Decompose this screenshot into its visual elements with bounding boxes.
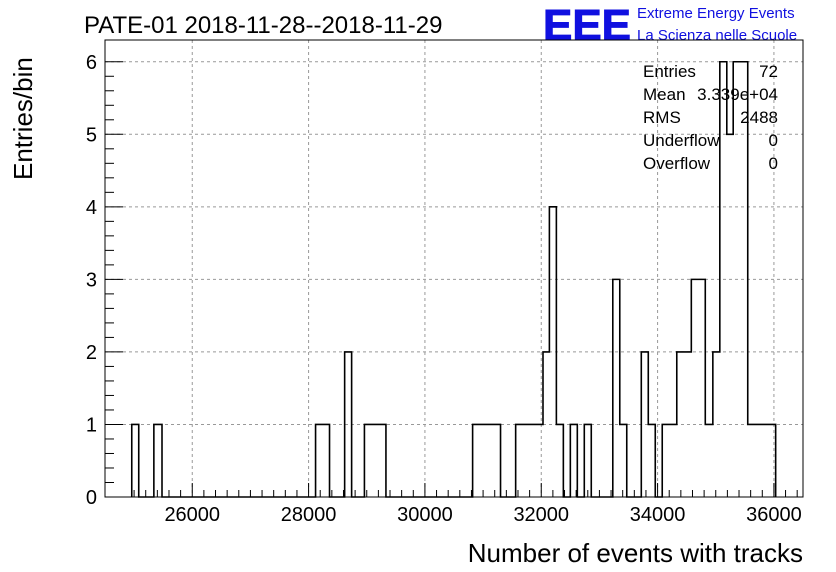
stat-label: Underflow (643, 131, 720, 150)
x-tick-label: 32000 (513, 504, 569, 526)
y-tick-label: 2 (86, 342, 97, 364)
x-axis-ticks: 26000 28000 30000 32000 34000 36000 (133, 483, 802, 526)
histogram-bin (648, 424, 655, 497)
histogram-bin (677, 352, 692, 497)
histogram-bars (130, 60, 777, 498)
histogram-bin (473, 424, 501, 497)
y-tick-label: 6 (86, 52, 97, 74)
histogram-bin (748, 424, 776, 497)
histogram-bin (691, 279, 705, 497)
stat-value: 72 (759, 62, 778, 81)
histogram-bin (720, 62, 727, 497)
stat-value: 2488 (740, 108, 778, 127)
chart-title: PATE-01 2018-11-28--2018-11-29 (84, 12, 442, 39)
x-tick-label: 26000 (164, 504, 220, 526)
histogram-bin (516, 424, 543, 497)
stat-label: RMS (643, 108, 681, 127)
histogram-outline (130, 60, 777, 498)
histogram-bin (613, 279, 620, 497)
histogram-bin (713, 352, 720, 497)
y-tick-label: 4 (86, 197, 97, 219)
y-axis-label: Entries/bin (8, 57, 38, 180)
logo-line-1: Extreme Energy Events (637, 5, 795, 22)
histogram-bin (364, 424, 386, 497)
axes (104, 39, 804, 498)
y-tick-label: 5 (86, 124, 97, 146)
histogram-bin (584, 424, 591, 497)
x-tick-label: 28000 (281, 504, 337, 526)
logo-line-2: La Scienza nelle Scuole (637, 27, 797, 44)
histogram-bin (727, 134, 733, 497)
histogram-bin (570, 424, 577, 497)
histogram-bin (733, 62, 748, 497)
stat-value: 3.339e+04 (697, 85, 778, 104)
histogram-bin (345, 352, 352, 497)
stats-box: Entries 72 Mean 3.339e+04 RMS 2488 Underflow 0 O… (643, 62, 778, 173)
y-tick-label: 1 (86, 414, 97, 436)
histogram-bin (556, 424, 563, 497)
stat-label: Overflow (643, 154, 711, 173)
histogram-bin (641, 352, 648, 497)
plot-frame (104, 39, 804, 498)
histogram-bin (620, 424, 627, 497)
histogram-bin (705, 424, 713, 497)
logo-mark: EEE (543, 1, 631, 50)
stat-value: 0 (769, 154, 778, 173)
histogram-bin (154, 424, 162, 497)
histogram-bin (543, 352, 549, 497)
stat-label: Mean (643, 85, 686, 104)
x-tick-label: 30000 (397, 504, 453, 526)
x-tick-label: 36000 (746, 504, 802, 526)
y-tick-label: 0 (86, 487, 97, 509)
histogram-bin (316, 424, 330, 497)
histogram-bin (662, 424, 677, 497)
stat-value: 0 (769, 131, 778, 150)
histogram-bin (549, 207, 556, 497)
x-axis-label: Number of events with tracks (468, 538, 803, 568)
eee-logo: EEE Extreme Energy Events La Scienza nel… (543, 1, 798, 51)
stat-label: Entries (643, 62, 696, 81)
y-tick-label: 3 (86, 269, 97, 291)
grid-lines (105, 40, 803, 497)
x-tick-label: 34000 (630, 504, 686, 526)
y-axis-ticks: 0 1 2 3 4 5 6 (86, 52, 123, 509)
histogram-bin (132, 424, 139, 497)
